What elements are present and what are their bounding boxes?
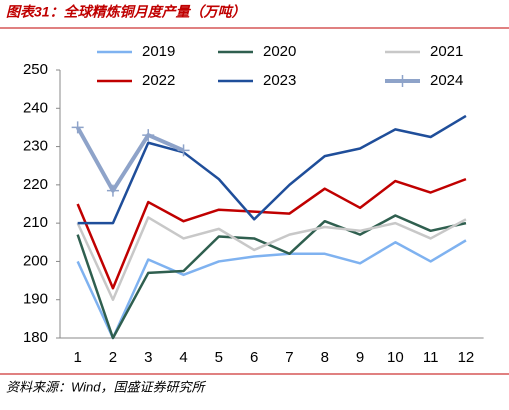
x-tick-label: 8 [321, 349, 329, 366]
legend-label: 2019 [142, 43, 175, 60]
point-marker [177, 144, 190, 157]
series-line [75, 126, 185, 193]
y-tick-label: 230 [23, 138, 48, 155]
legend-label: 2020 [263, 43, 296, 60]
series-line [77, 114, 467, 225]
x-tick-label: 5 [215, 349, 223, 366]
legend-label: 2021 [430, 43, 463, 60]
x-tick-label: 2 [109, 349, 117, 366]
x-tick-label: 3 [144, 349, 152, 366]
source: 资料来源：Wind，国盛证券研究所 [6, 379, 207, 394]
series-line [76, 177, 467, 290]
x-tick-label: 9 [356, 349, 364, 366]
legend-marker [396, 75, 409, 87]
legend-label: 2024 [430, 72, 463, 89]
series-line [76, 214, 467, 340]
series-line [76, 216, 467, 301]
y-tick-label: 190 [23, 291, 48, 308]
legend-label: 2022 [142, 72, 175, 89]
y-tick-label: 180 [23, 329, 48, 346]
y-tick-label: 200 [23, 252, 48, 269]
point-marker [71, 121, 84, 134]
x-tick-label: 6 [250, 349, 258, 366]
y-tick-label: 220 [23, 176, 48, 193]
y-tick-label: 210 [23, 214, 48, 231]
chart-title: 图表31：全球精炼铜月度产量（万吨） [6, 4, 246, 20]
point-marker [142, 129, 155, 142]
point-marker [106, 184, 119, 197]
x-tick-label: 11 [423, 349, 439, 366]
x-tick-label: 10 [387, 349, 404, 366]
y-tick-label: 250 [23, 61, 48, 78]
series-line [76, 239, 467, 340]
x-tick-label: 4 [179, 349, 187, 366]
x-tick-label: 12 [458, 349, 475, 366]
y-tick-label: 240 [23, 99, 48, 116]
x-tick-label: 1 [73, 349, 81, 366]
legend-label: 2023 [263, 72, 296, 89]
x-tick-label: 7 [285, 349, 293, 366]
